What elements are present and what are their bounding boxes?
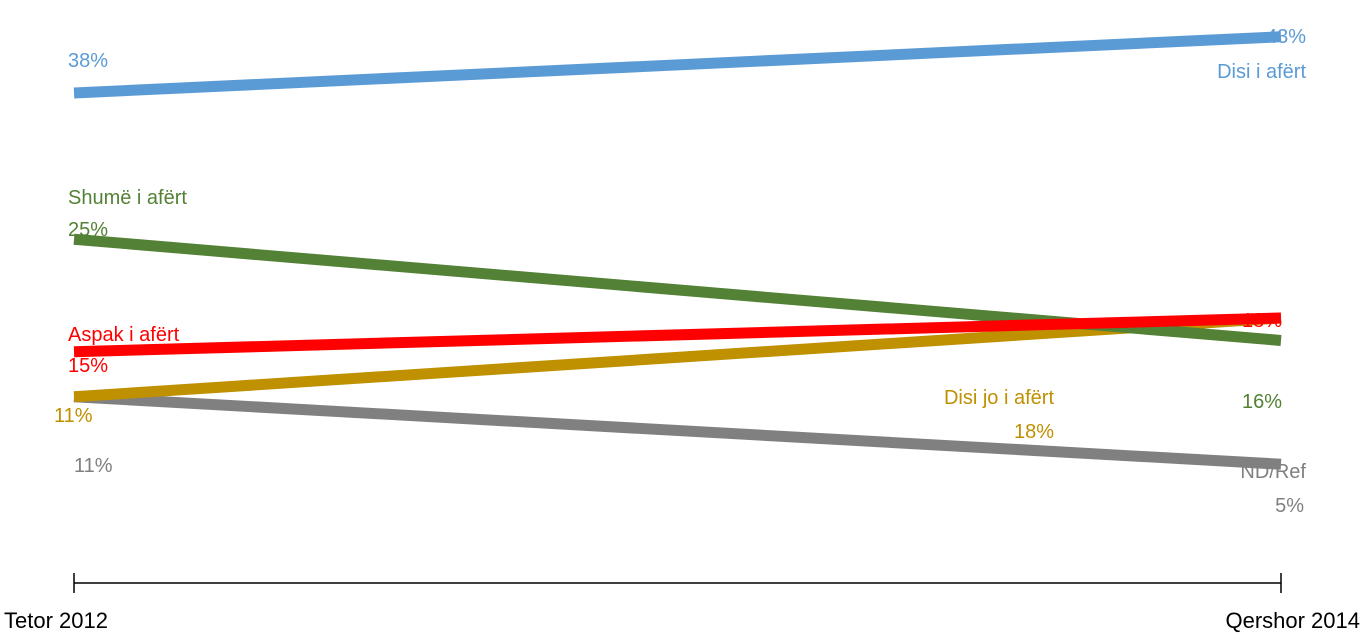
series-name-shume-afert: Shumë i afërt — [68, 187, 187, 209]
series-line-disi-i-afërt — [73, 31, 1282, 99]
x-axis: Tetor 2012 Qershor 2014 — [4, 573, 1360, 633]
label-aspak-afert-start: 15% — [68, 355, 108, 377]
label-shume-afert-start: 25% — [68, 219, 108, 241]
x-tick-label-end: Qershor 2014 — [1225, 608, 1360, 633]
series-line-nd-ref — [73, 391, 1282, 470]
x-tick-label-start: Tetor 2012 — [4, 608, 108, 633]
label-disi-jo-afert-start: 11% — [54, 405, 93, 427]
series-name-disi-jo-afert: Disi jo i afërt — [944, 387, 1054, 409]
label-disi-jo-afert-end: 18% — [1014, 421, 1054, 443]
series-name-aspak-afert: Aspak i afërt — [68, 324, 180, 346]
label-disi-afert-end: 43% — [1266, 26, 1306, 48]
series-name-nd-ref: ND/Ref — [1240, 461, 1306, 483]
label-disi-afert-start: 38% — [68, 50, 108, 72]
series-name-disi-afert: Disi i afërt — [1217, 61, 1306, 83]
label-nd-ref-end: 5% — [1275, 495, 1304, 517]
label-aspak-afert-end: 18% — [1242, 310, 1282, 332]
label-shume-afert-end: 16% — [1242, 391, 1282, 413]
label-nd-ref-start: 11% — [74, 455, 113, 477]
series-lines — [73, 31, 1282, 470]
series-line-disi-jo-i-afërt — [73, 312, 1282, 403]
series-line-aspak-i-afërt — [73, 312, 1282, 358]
data-labels: 38% 43% Disi i afërt Shumë i afërt 25% 1… — [54, 26, 1306, 517]
